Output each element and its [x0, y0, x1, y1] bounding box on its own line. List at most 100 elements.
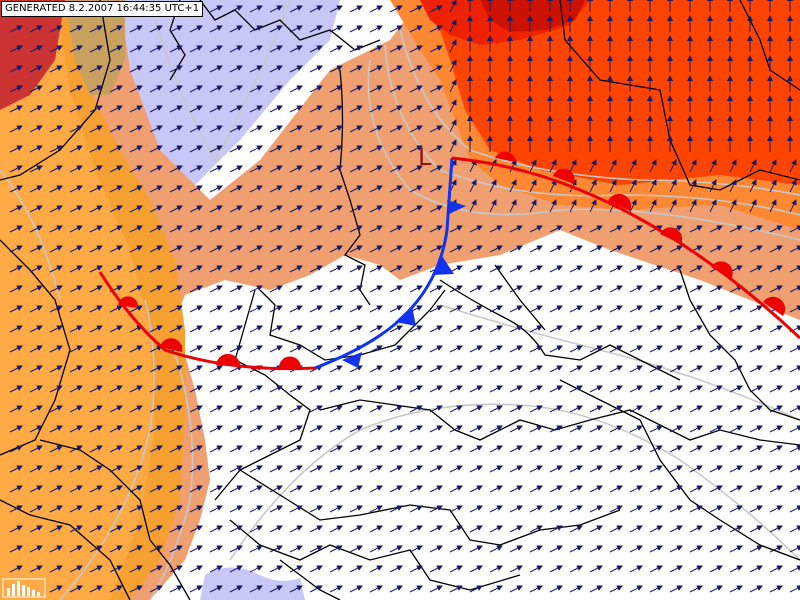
wind-vector-arrow	[749, 345, 763, 353]
wind-vector-arrow	[289, 325, 303, 333]
wind-vector-arrow	[429, 405, 443, 413]
wind-vector-arrow	[49, 145, 63, 153]
wind-vector-arrow	[49, 205, 63, 213]
wind-vector-arrow	[469, 445, 483, 453]
wind-vector-arrow	[29, 265, 43, 273]
wind-vector-arrow	[29, 405, 43, 413]
wind-vector-arrow	[309, 105, 323, 113]
wind-vector-arrow	[589, 325, 603, 333]
wind-vector-arrow	[429, 385, 443, 393]
wind-vector-arrow	[9, 565, 23, 573]
wind-vector-arrow	[309, 65, 323, 73]
wind-vector-arrow	[489, 365, 503, 373]
wind-vector-arrow	[789, 265, 800, 273]
wind-vector-arrow	[409, 405, 423, 413]
wind-vector-arrow	[569, 385, 583, 393]
wind-vector-arrow	[769, 225, 783, 233]
wind-vector-arrow	[329, 5, 343, 13]
wind-vector-arrow	[729, 345, 743, 353]
wind-vector-arrow	[769, 159, 777, 173]
wind-vector-arrow	[249, 445, 263, 453]
wind-vector-arrow	[429, 345, 443, 353]
wind-vector-arrow	[629, 285, 643, 293]
wind-vector-arrow	[649, 325, 663, 333]
wind-vector-arrow	[369, 65, 383, 73]
wind-vector-arrow	[469, 545, 483, 553]
wind-vector-arrow	[89, 585, 103, 593]
wind-vector-arrow	[109, 25, 123, 33]
wind-vector-arrow	[789, 385, 800, 393]
wind-vector-arrow	[109, 145, 123, 153]
wind-vector-arrow	[589, 179, 597, 193]
wind-vector-arrow	[449, 585, 463, 593]
wind-vector-arrow	[209, 45, 223, 53]
wind-vector-arrow	[689, 225, 703, 233]
wind-vector-arrow	[249, 45, 263, 53]
wind-vector-arrow	[769, 199, 777, 213]
wind-vector-arrow	[649, 265, 663, 273]
wind-vector-arrow	[9, 445, 23, 453]
wind-vector-arrow	[289, 145, 303, 153]
wind-vector-arrow	[609, 425, 623, 433]
wind-vector-arrow	[489, 325, 503, 333]
wind-vector-arrow	[49, 185, 63, 193]
wind-vector-arrow	[229, 265, 243, 273]
wind-vector-arrow	[489, 305, 503, 313]
wind-vector-arrow	[249, 5, 263, 13]
warm-front-bulb	[660, 227, 683, 244]
wind-vector-arrow	[649, 245, 663, 253]
wind-vector-arrow	[209, 585, 223, 593]
wind-vector-arrow	[9, 245, 23, 253]
wind-vector-arrow	[69, 65, 83, 73]
wind-vector-arrow	[289, 45, 303, 53]
wind-vector-arrow	[289, 345, 303, 353]
wind-vector-arrow	[749, 565, 763, 573]
wind-vector-arrow	[9, 165, 23, 173]
wind-vector-arrow	[169, 205, 183, 213]
wind-vector-arrow	[29, 145, 43, 153]
wind-vector-arrow	[429, 305, 443, 313]
wind-vector-arrow	[449, 345, 463, 353]
wind-vector-arrow	[389, 85, 403, 93]
wind-vector-arrow	[209, 5, 223, 13]
wind-vector-arrow	[129, 365, 143, 373]
wind-vector-arrow	[69, 185, 83, 193]
wind-vector-arrow	[229, 445, 243, 453]
wind-vector-arrow	[29, 425, 43, 433]
warm-front-bulb	[216, 353, 241, 367]
wind-vector-arrow	[429, 525, 443, 533]
wind-vector-arrow	[549, 585, 563, 593]
wind-vector-arrow	[9, 65, 23, 73]
wind-vector-arrow	[269, 85, 283, 93]
wind-vector-arrow	[169, 145, 183, 153]
wind-vector-arrow	[789, 285, 800, 293]
wind-vector-arrow	[609, 365, 623, 373]
wind-vector-arrow	[349, 45, 363, 53]
wind-vector-arrow	[149, 365, 163, 373]
wind-vector-arrow	[749, 325, 763, 333]
wind-vector-arrow	[29, 465, 43, 473]
wind-vector-arrow	[589, 445, 603, 453]
wind-vector-arrow	[689, 365, 703, 373]
wind-vector-arrow	[169, 465, 183, 473]
wind-vector-arrow	[149, 225, 163, 233]
wind-vector-arrow	[29, 385, 43, 393]
wind-vector-arrow	[429, 485, 443, 493]
wind-vector-arrow	[409, 145, 423, 153]
wind-vector-arrow	[89, 25, 103, 33]
wind-vector-arrow	[209, 345, 223, 353]
wind-vector-arrow	[369, 385, 383, 393]
wind-vector-arrow	[709, 365, 723, 373]
wind-vector-arrow	[749, 285, 763, 293]
wind-vector-arrow	[369, 25, 383, 33]
wind-vector-arrow	[249, 205, 263, 213]
wind-vector-arrow	[49, 345, 63, 353]
border-line	[494, 264, 546, 331]
wind-vector-arrow	[189, 385, 203, 393]
wind-vector-arrow	[149, 405, 163, 413]
wind-vector-arrow	[369, 365, 383, 373]
wind-vector-arrow	[229, 305, 243, 313]
wind-vector-arrow	[269, 105, 283, 113]
wind-vector-arrow	[429, 185, 443, 193]
